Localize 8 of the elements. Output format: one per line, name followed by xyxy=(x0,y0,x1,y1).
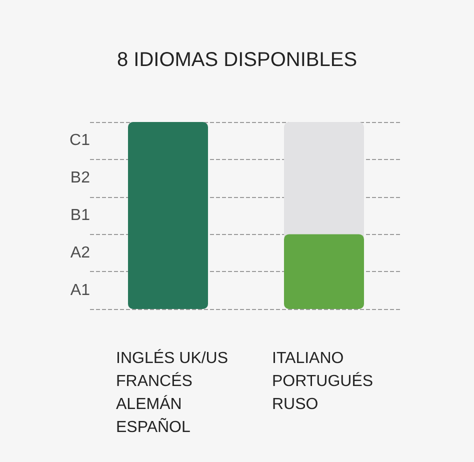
annotation: A1 xyxy=(70,282,90,299)
chart-title: 8 IDIOMAS DISPONIBLES xyxy=(116,49,358,71)
annotation: B1 xyxy=(70,207,90,224)
x-tick-label: INGLÉS UK/US FRANCÉS ALEMÁN ESPAÑOL xyxy=(116,349,228,436)
x-tick-label: ITALIANO PORTUGUÉS RUSO xyxy=(272,350,374,413)
annotation: C1 xyxy=(70,132,90,150)
annotation: A2 xyxy=(70,244,90,262)
annotation: B2 xyxy=(70,170,90,187)
